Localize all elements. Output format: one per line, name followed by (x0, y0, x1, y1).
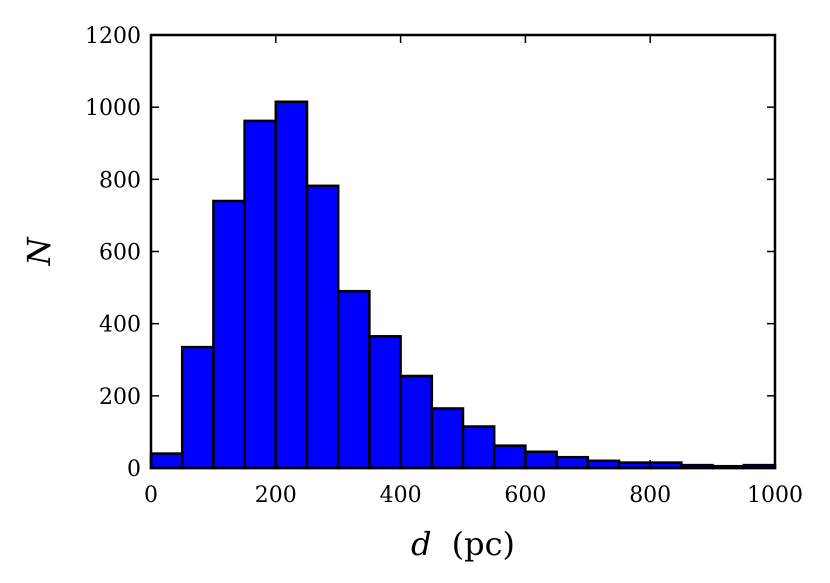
y-tick-label: 1000 (85, 96, 141, 121)
y-axis-label: N (20, 237, 58, 267)
histogram-bar (336, 289, 371, 470)
bars (149, 100, 777, 470)
x-tick-label: 200 (255, 483, 297, 508)
y-tick-label: 200 (99, 385, 141, 410)
histogram-bar (524, 450, 558, 470)
histogram-bar (430, 407, 465, 470)
x-tick-label: 800 (629, 483, 671, 508)
y-tick-label: 400 (99, 313, 141, 338)
y-tick-label: 600 (99, 241, 141, 266)
x-tick-label: 400 (380, 483, 422, 508)
x-axis-variable: d (411, 525, 431, 563)
histogram-bar (555, 455, 590, 470)
x-axis-unit: (pc) (452, 525, 515, 563)
y-tick-label: 0 (127, 457, 141, 482)
x-tick-label: 1000 (747, 483, 803, 508)
histogram-bar (274, 100, 309, 470)
tick-labels: 0 200 400 600 800 1000 0 200 400 600 800 1000 1200 (85, 24, 803, 508)
y-tick-label: 1200 (85, 24, 141, 49)
histogram-bar (243, 119, 278, 470)
x-tick-label: 0 (144, 483, 158, 508)
histogram-bar (368, 335, 402, 470)
histogram-bar (492, 444, 527, 470)
y-tick-label: 800 (99, 168, 141, 193)
histogram-bar (399, 374, 434, 470)
histogram-bar (180, 345, 215, 470)
x-axis-label: d (pc) (411, 525, 515, 563)
histogram-bar (461, 425, 496, 470)
histogram-bar (212, 199, 246, 470)
histogram-bar (305, 184, 340, 470)
x-tick-label: 600 (504, 483, 546, 508)
histogram-bar (149, 452, 184, 470)
ticks (150, 34, 776, 469)
